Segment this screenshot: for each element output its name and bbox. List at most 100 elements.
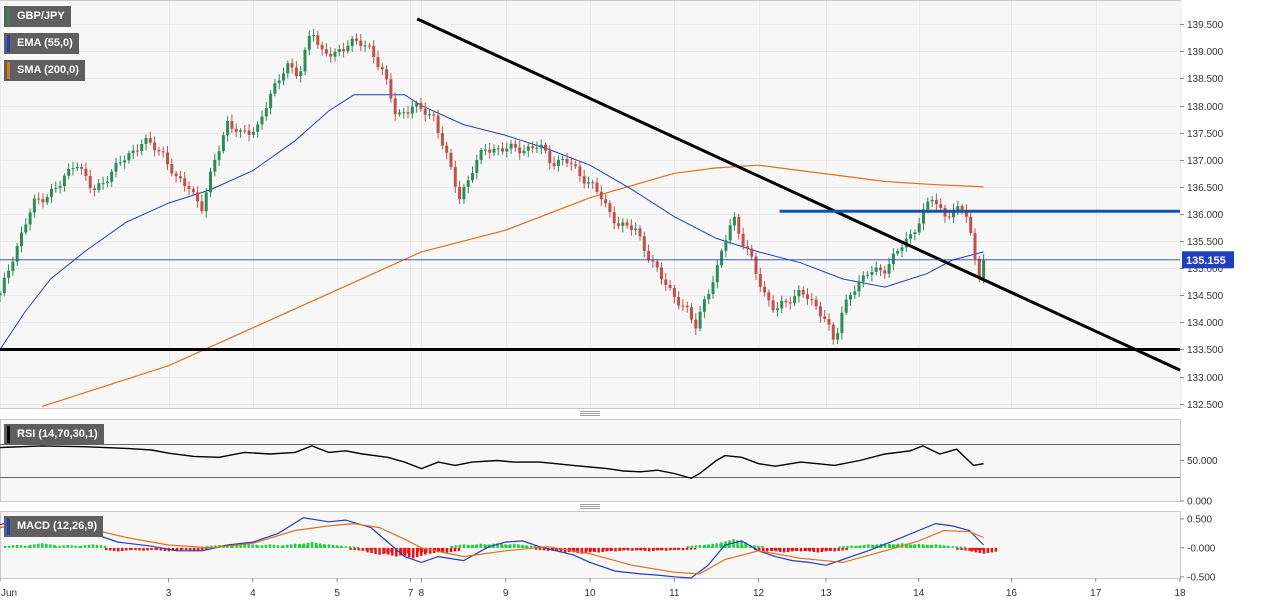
candle-body <box>797 289 801 297</box>
candle-body <box>638 228 642 237</box>
macd-histogram-bar <box>694 545 698 548</box>
candle-body <box>844 299 848 313</box>
candle-body <box>853 291 857 295</box>
macd-histogram-bar <box>29 544 32 548</box>
macd-histogram-bar <box>66 545 69 548</box>
macd-histogram-bar <box>812 547 816 552</box>
macd-tick-label: -0.000 <box>1187 543 1216 554</box>
macd-histogram-bar <box>408 547 411 558</box>
macd-histogram-bar <box>454 545 458 548</box>
time-tick-label: 17 <box>1090 588 1102 599</box>
macd-histogram-bar <box>255 544 258 548</box>
macd-histogram-bar <box>685 547 689 550</box>
macd-histogram-bar <box>982 547 986 554</box>
time-tick-label: 7 <box>408 588 414 599</box>
drawn-lines <box>0 17 1181 372</box>
candle-body <box>977 258 981 278</box>
macd-histogram-bar <box>268 544 272 548</box>
macd-histogram-bar <box>286 544 289 548</box>
macd-histogram-bar <box>610 547 613 551</box>
candle-body <box>290 63 294 68</box>
macd-histogram-bar <box>11 545 15 548</box>
legend-sma[interactable]: SMA (200,0) <box>4 60 85 81</box>
candle-body <box>45 196 49 203</box>
macd-histogram-bar <box>563 547 567 553</box>
macd-histogram-bar <box>370 547 373 554</box>
candle-body <box>518 147 522 154</box>
macd-histogram-bar <box>150 547 153 551</box>
macd-histogram-bar <box>842 546 845 548</box>
macd-histogram-bar <box>154 547 157 550</box>
macd-histogram-bar <box>87 544 91 548</box>
legend-macd[interactable]: MACD (12,26,9) <box>4 516 104 537</box>
macd-histogram-bar <box>457 547 461 551</box>
macd-histogram-bar <box>619 547 622 550</box>
macd-histogram-bar <box>964 547 967 551</box>
candle-body <box>453 167 457 187</box>
candle-body <box>101 183 105 185</box>
candle-body <box>840 312 844 334</box>
macd-histogram-bar <box>896 543 900 548</box>
macd-histogram-bar <box>732 539 735 548</box>
candle-body <box>758 274 762 287</box>
rsi-splitter-handle[interactable] <box>580 411 600 416</box>
macd-histogram-bar <box>200 547 204 551</box>
macd-histogram-bar <box>947 546 950 548</box>
macd-histogram-bar <box>306 542 310 548</box>
candle-body <box>900 247 904 251</box>
time-tick-label: 5 <box>334 588 340 599</box>
legend-ema[interactable]: EMA (55,0) <box>4 33 79 54</box>
macd-histogram-bar <box>302 543 306 548</box>
candle-body <box>647 251 651 261</box>
legend-rsi[interactable]: RSI (14,70,30,1) <box>4 424 104 445</box>
candle-body <box>355 38 358 41</box>
macd-histogram-bar <box>627 547 630 551</box>
macd-histogram-bar <box>926 545 930 548</box>
macd-histogram-bar <box>555 547 559 552</box>
candle-body <box>183 178 187 186</box>
candle-body <box>535 147 539 149</box>
candle-body <box>7 270 11 278</box>
macd-histogram-bar <box>791 547 795 551</box>
candle-body <box>277 80 281 84</box>
macd-histogram-bar <box>462 544 466 548</box>
macd-histogram-bar <box>559 547 563 552</box>
macd-histogram-bar <box>49 544 52 548</box>
macd-histogram-bar <box>845 547 848 551</box>
macd-histogram-bar <box>888 544 892 548</box>
macd-histogram-bar <box>159 547 163 551</box>
candle-body <box>827 319 831 325</box>
candle-body <box>385 69 389 80</box>
macd-histogram-bar <box>922 545 926 548</box>
candle-body <box>131 150 135 154</box>
macd-histogram-bar <box>383 547 386 554</box>
macd-histogram-bar <box>673 547 677 550</box>
macd-histogram-bar <box>736 540 739 548</box>
macd-histogram-bar <box>841 547 844 551</box>
candle-body <box>273 83 277 94</box>
macd-histogram-bar <box>235 544 238 548</box>
candle-body <box>410 106 414 114</box>
macd-histogram-bar <box>829 547 832 551</box>
macd-histogram-bar <box>972 547 975 551</box>
candle-body <box>544 144 547 151</box>
macd-histogram-bar <box>690 545 694 548</box>
legend-gbpjpy[interactable]: GBP/JPY <box>4 6 71 27</box>
macd-histogram-bar <box>623 547 626 551</box>
macd-histogram-bar <box>79 545 83 548</box>
candle-body <box>604 199 608 204</box>
candle-body <box>170 164 174 174</box>
candle-body <box>836 333 840 340</box>
macd-histogram-bar <box>938 544 942 548</box>
price-tick-label: 137.000 <box>1187 156 1224 167</box>
macd-histogram-bar <box>83 545 87 548</box>
candle-body <box>694 319 698 329</box>
candle-body <box>462 186 466 200</box>
legend-gbpjpy-label: GBP/JPY <box>17 10 65 22</box>
macd-histogram-bar <box>117 547 120 552</box>
macd-histogram-bar <box>917 543 921 548</box>
macd-histogram-bar <box>331 544 335 548</box>
macd-splitter-handle[interactable] <box>580 504 600 509</box>
macd-histogram-bar <box>501 545 504 548</box>
candle-body <box>312 35 316 37</box>
